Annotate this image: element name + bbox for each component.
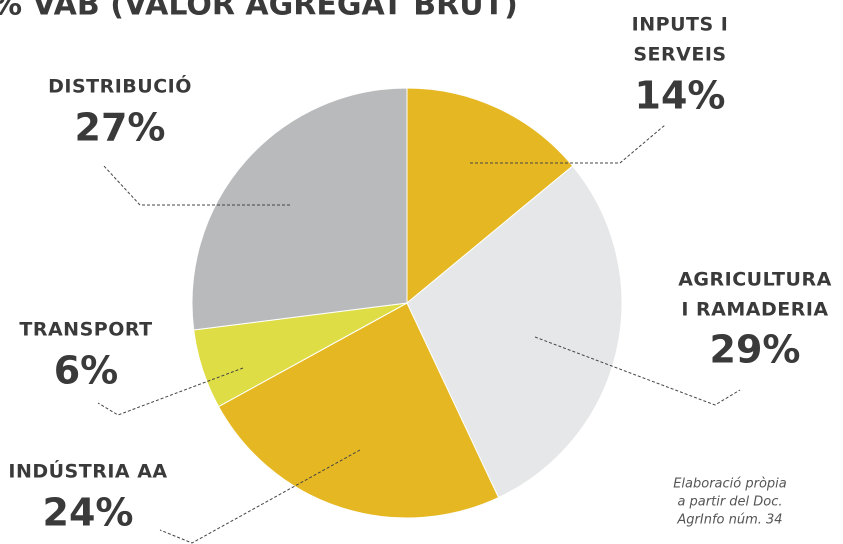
note: a partir del Doc. bbox=[677, 495, 782, 510]
value-label: 29% bbox=[710, 328, 801, 372]
leader-line bbox=[470, 124, 666, 164]
slice-label: INPUTS I bbox=[632, 14, 729, 36]
slice-label: I RAMADERIA bbox=[681, 299, 828, 321]
pie-slice bbox=[217, 302, 500, 519]
note: AgrInfo núm. 34 bbox=[676, 513, 782, 528]
value-label: 14% bbox=[635, 74, 726, 118]
pie-slice bbox=[191, 87, 408, 331]
note: Elaboració pròpia bbox=[673, 477, 787, 492]
slice-label: AGRICULTURA bbox=[678, 269, 832, 291]
value-label: 27% bbox=[75, 106, 166, 150]
slice-label: INDÚSTRIA AA bbox=[8, 459, 167, 483]
leader-line bbox=[534, 336, 741, 406]
leader-line bbox=[159, 449, 361, 544]
value-label: 24% bbox=[43, 491, 134, 535]
pie-slice bbox=[406, 87, 574, 305]
leader-line bbox=[102, 164, 290, 206]
slice-label: TRANSPORT bbox=[19, 319, 152, 341]
chart-title: % VAB (VALOR AGREGAT BRUT) bbox=[0, 0, 518, 23]
slice-label: DISTRIBUCIÓ bbox=[48, 74, 192, 98]
pie-slice bbox=[406, 165, 623, 499]
slice-label: SERVEIS bbox=[633, 44, 726, 66]
value-label: 6% bbox=[54, 349, 119, 393]
